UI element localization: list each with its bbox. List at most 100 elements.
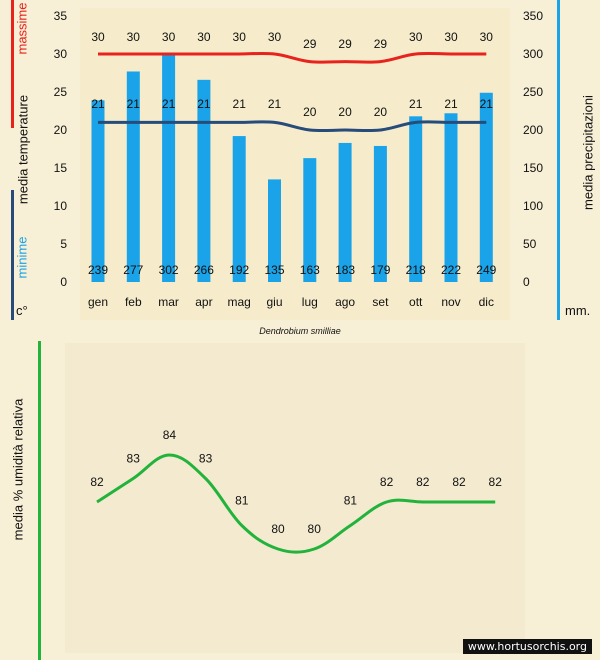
min-temperature-data-label: 21: [409, 97, 423, 111]
left-axis-tick-label: 25: [54, 85, 68, 99]
month-tick-label: ott: [409, 295, 423, 309]
humidity-line: [96, 453, 496, 554]
humidity-data-label: 84: [163, 428, 177, 442]
left-axis-tick-label: 5: [60, 237, 67, 251]
precipitation-data-label: 218: [406, 263, 426, 277]
max-temperature-line: [97, 51, 487, 64]
humidity-data-label: 82: [452, 475, 466, 489]
max-temperature-data-label: 30: [268, 30, 282, 44]
watermark: www.hortusorchis.org: [462, 639, 592, 654]
humidity-data-label: 83: [127, 452, 141, 466]
max-temperature-data-label: 30: [127, 30, 141, 44]
month-tick-label: gen: [88, 295, 108, 309]
month-tick-label: mag: [228, 295, 251, 309]
right-axis-tick-label: 100: [523, 199, 543, 213]
max-temperature-data-label: 30: [409, 30, 423, 44]
left-axis-tick-label: 35: [54, 9, 68, 23]
right-axis-tick-label: 350: [523, 9, 543, 23]
max-temperature-data-label: 30: [91, 30, 105, 44]
right-axis-tick-label: 250: [523, 85, 543, 99]
chart-caption: Dendrobium smilliae: [259, 326, 341, 336]
temperature-precipitation-plot: 0 5 10 15 20 25 30 35 0 50 100 150 200 250 300 350 239…: [54, 8, 543, 320]
min-temperature-data-label: 20: [303, 105, 317, 119]
min-temperature-data-label: 21: [444, 97, 458, 111]
min-temperature-data-label: 21: [162, 97, 176, 111]
humidity-data-label: 82: [380, 475, 394, 489]
humidity-chart: media % umidità relativa 82 83 84 83 81 80 80 8…: [0, 325, 600, 660]
humidity-plot: 82 83 84 83 81 80 80 81 82 82 82 82: [65, 343, 525, 653]
max-temperature-data-label: 30: [197, 30, 211, 44]
precipitation-bar: [268, 179, 281, 282]
humidity-data-label: 83: [199, 452, 213, 466]
precipitation-data-label: 179: [370, 263, 390, 277]
humidity-data-label: 82: [416, 475, 430, 489]
min-temperature-data-label: 21: [233, 97, 247, 111]
precipitation-data-label: 183: [335, 263, 355, 277]
left-axis-tick-label: 10: [54, 199, 68, 213]
precipitation-data-label: 249: [476, 263, 496, 277]
max-temperature-data-label: 30: [162, 30, 176, 44]
month-tick-label: dic: [479, 295, 494, 309]
left-axis-tick-label: 20: [54, 123, 68, 137]
right-axis-tick-label: 300: [523, 47, 543, 61]
max-temperature-data-label: 29: [338, 37, 352, 51]
month-tick-label: feb: [125, 295, 142, 309]
precipitation-color-bar: [557, 0, 560, 320]
min-temperature-data-label: 20: [374, 105, 388, 119]
minime-color-bar: [11, 190, 14, 320]
min-temperature-data-label: 21: [127, 97, 141, 111]
precipitation-bar: [197, 79, 211, 282]
massime-color-bar: [11, 0, 14, 128]
left-axis-tick-label: 30: [54, 47, 68, 61]
humidity-data-label: 81: [235, 494, 249, 508]
max-temperature-data-label: 29: [374, 37, 388, 51]
humidity-plot-background: [65, 343, 525, 653]
humidity-data-label: 80: [308, 522, 322, 536]
month-tick-label: nov: [441, 295, 460, 309]
precipitation-data-label: 302: [159, 263, 179, 277]
humidity-color-bar: [38, 341, 41, 660]
month-tick-label: ago: [335, 295, 355, 309]
right-axis-tick-label: 200: [523, 123, 543, 137]
humidity-data-label: 80: [271, 522, 285, 536]
precipitation-data-label: 222: [441, 263, 461, 277]
left-axis-unit: c°: [16, 303, 28, 318]
precipitation-bar: [444, 113, 458, 282]
min-temperature-data-label: 21: [480, 97, 494, 111]
precipitation-data-label: 277: [123, 263, 143, 277]
month-tick-label: set: [372, 295, 389, 309]
left-axis-tick-label: 0: [60, 275, 67, 289]
precipitation-data-label: 239: [88, 263, 108, 277]
precipitation-bar: [303, 158, 317, 282]
precipitation-bar: [232, 136, 246, 282]
min-temperature-line: [98, 120, 487, 133]
precipitation-data-label: 266: [194, 263, 214, 277]
precipitation-data-label: 135: [264, 263, 284, 277]
temperature-precipitation-chart: massime media temperature minime media p…: [0, 0, 600, 325]
max-temperature-data-label: 29: [303, 37, 317, 51]
right-axis-tick-label: 50: [523, 237, 537, 251]
precipitation-bar: [479, 92, 493, 282]
min-temperature-data-label: 21: [197, 97, 211, 111]
precipitation-bar: [409, 116, 423, 282]
humidity-data-label: 81: [344, 494, 358, 508]
precipitation-data-label: 192: [229, 263, 249, 277]
precipitation-bar: [373, 145, 387, 282]
max-temperature-data-label: 30: [480, 30, 494, 44]
precipitation-data-label: 163: [300, 263, 320, 277]
humidity-data-label: 82: [489, 475, 503, 489]
precipitation-bar: [338, 142, 352, 282]
min-temperature-data-label: 20: [338, 105, 352, 119]
humidity-data-label: 82: [90, 475, 104, 489]
precipitation-bar: [126, 71, 140, 282]
month-tick-label: apr: [195, 295, 212, 309]
right-axis-tick-label: 150: [523, 161, 543, 175]
max-temperature-data-label: 30: [444, 30, 458, 44]
min-temperature-data-label: 21: [91, 97, 105, 111]
max-temperature-data-label: 30: [233, 30, 247, 44]
min-temperature-data-label: 21: [268, 97, 282, 111]
precipitation-bar: [91, 100, 105, 282]
right-axis-unit: mm.: [565, 303, 591, 318]
month-tick-label: mar: [158, 295, 179, 309]
month-tick-label: giu: [266, 295, 282, 309]
